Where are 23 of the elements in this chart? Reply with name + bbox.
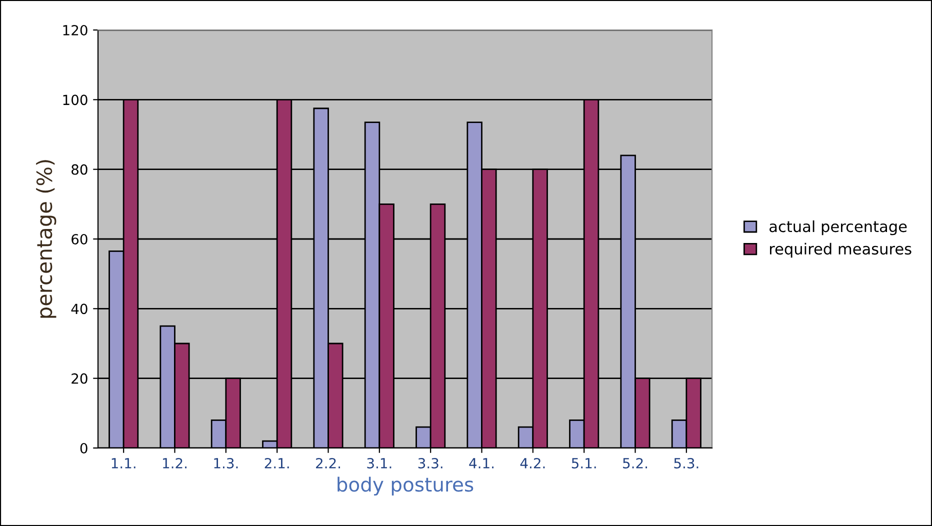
y-tick-label: 80 [72, 164, 88, 175]
x-tick-label: 4.2. [520, 458, 545, 468]
x-tick-label: 5.2. [623, 458, 648, 468]
x-tick-label: 4.1. [469, 458, 494, 468]
legend-label: required measures [770, 242, 912, 258]
y-tick-label: 100 [63, 94, 88, 106]
y-tick-label: 20 [72, 373, 88, 384]
x-tick-label: 5.1. [572, 458, 596, 468]
y-tick-label: 40 [71, 304, 88, 314]
x-tick-label: 1.3. [214, 458, 238, 468]
y-axis-title: percentage (%) [36, 160, 56, 318]
legend-label: actual percentage [770, 220, 907, 236]
x-tick-label: 1.2. [163, 458, 187, 468]
x-tick-label: 5.3. [674, 458, 698, 468]
x-tick-label: 2.1. [264, 458, 289, 468]
x-tick-label: 3.1. [367, 458, 392, 468]
x-tick-label: 2.2. [316, 458, 340, 468]
y-tick-label: 60 [72, 234, 88, 244]
x-tick-label: 3.3. [418, 458, 442, 468]
x-axis-title: body postures [338, 476, 474, 496]
y-tick-label: 0 [80, 442, 88, 454]
x-tick-label: 1.1. [112, 458, 136, 468]
y-tick-label: 120 [63, 24, 88, 36]
